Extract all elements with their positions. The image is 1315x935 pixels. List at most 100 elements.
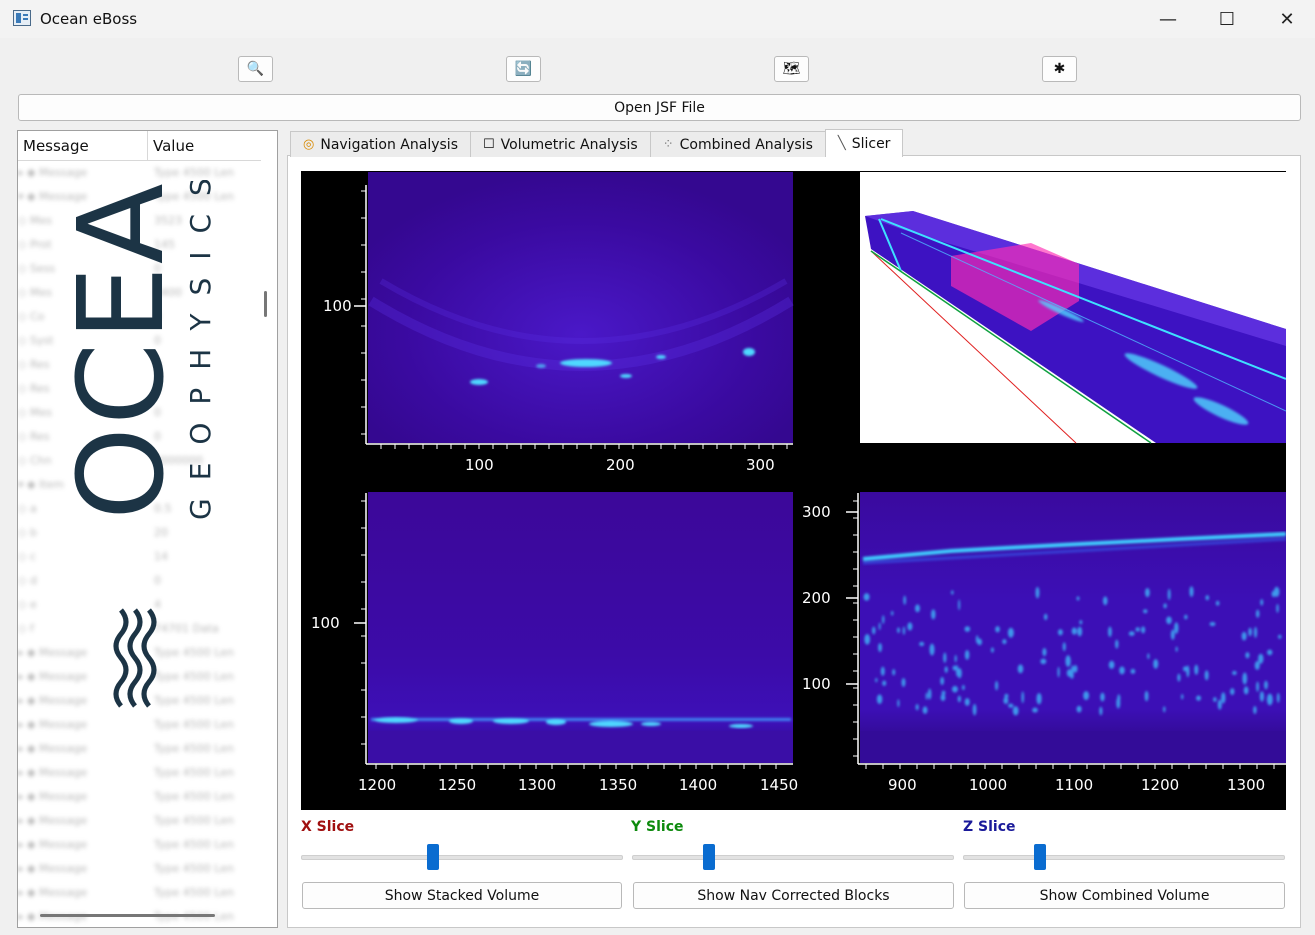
y-slice-label: Y Slice — [631, 819, 684, 835]
z-slice-image — [860, 492, 1286, 763]
logo-sub: GEOPHYSICS — [184, 180, 217, 520]
x-tick-label: 1000 — [969, 776, 1007, 794]
tree-row[interactable]: ▸ ◆ Message Type 4500 Len — [18, 161, 261, 185]
y-slice-slider[interactable] — [632, 855, 954, 860]
tree-row[interactable]: ◇ Chn 0000000 — [18, 449, 261, 473]
horizontal-scrollbar[interactable] — [40, 914, 215, 917]
tree-row-value: Type 4500 Len — [154, 646, 234, 659]
tree-row[interactable]: ◇ Sess 0 — [18, 257, 261, 281]
z-slice-plot[interactable]: 300 200 100 900 1000 1100 1200 1300 — [802, 492, 1286, 794]
x-tick-label: 1400 — [679, 776, 717, 794]
x-tick-label: 1350 — [599, 776, 637, 794]
tree-row-message: ◇ d — [18, 574, 37, 587]
tree-row[interactable]: ◇ d 0 — [18, 569, 261, 593]
tree-row-message: ▾ ◆ Item — [18, 478, 65, 491]
z-slice-slider[interactable] — [963, 855, 1285, 860]
asterisk-button[interactable]: ✱ — [1042, 56, 1077, 82]
show-nav-corrected-blocks-button[interactable]: Show Nav Corrected Blocks — [633, 882, 954, 909]
tree-row-value: 0 — [154, 334, 161, 347]
tree-row-message: ◇ Prot — [18, 238, 52, 251]
tab-slicer[interactable]: ╲ Slicer — [824, 129, 904, 157]
tree-row[interactable]: ◇ Res 0 — [18, 377, 261, 401]
tree-row[interactable]: ▸ ◆ Message Type 4500 Len — [18, 785, 261, 809]
tree-row[interactable]: ◇ f 74701 Data — [18, 617, 261, 641]
ocean-geophysics-logo: OCEAN GEOPHYSICS — [52, 180, 217, 708]
message-tree[interactable]: Message Value ▸ ◆ Message Type 4500 Len ▾ … — [17, 130, 278, 928]
tree-row[interactable]: ◇ Syst 0 — [18, 329, 261, 353]
3d-volume-view[interactable] — [860, 172, 1286, 444]
tab-volumetric-analysis[interactable]: ☐ Volumetric Analysis — [470, 131, 651, 157]
tree-row[interactable]: ▸ ◆ Message Type 4500 Len — [18, 857, 261, 881]
tree-row-message: ▸ ◆ Message — [18, 646, 88, 659]
slicer-view: 100 100 200 300 — [301, 171, 1286, 810]
logo-word: OCEAN — [52, 180, 190, 520]
column-header-value[interactable]: Value — [153, 137, 195, 155]
x-tick-label: 1200 — [1141, 776, 1179, 794]
tree-row[interactable]: ▸ ◆ Message Type 4500 Len — [18, 761, 261, 785]
tree-row[interactable]: ◇ Prot 145 — [18, 233, 261, 257]
y-slice-plot[interactable]: 100 1200 1250 1300 1350 1400 1450 — [311, 492, 798, 794]
tree-row[interactable]: ▸ ◆ Message Type 4500 Len — [18, 737, 261, 761]
tree-row-message: ◇ Syst — [18, 334, 54, 347]
minimize-button[interactable]: — — [1159, 8, 1177, 30]
tree-row[interactable]: ▾ ◆ Message Type 4500 Len — [18, 185, 261, 209]
y-tick-label: 100 — [802, 675, 831, 693]
tree-row[interactable]: ▸ ◆ Message Type 4500 Len — [18, 881, 261, 905]
tree-row-value: Type 4500 Len — [154, 694, 234, 707]
show-stacked-volume-button[interactable]: Show Stacked Volume — [302, 882, 622, 909]
tree-row[interactable]: ◇ a 0.5 — [18, 497, 261, 521]
tree-row-message: ◇ Res — [18, 382, 50, 395]
close-button[interactable]: ✕ — [1279, 8, 1295, 30]
show-combined-volume-button[interactable]: Show Combined Volume — [964, 882, 1285, 909]
vertical-scrollbar[interactable] — [264, 291, 267, 317]
z-slice-handle[interactable] — [1034, 844, 1047, 870]
map-button[interactable]: 🗺 — [774, 56, 809, 82]
tree-row[interactable]: ◇ c 14 — [18, 545, 261, 569]
z-slice-label: Z Slice — [963, 819, 1016, 835]
tree-row-value: Type 4500 Len — [154, 838, 234, 851]
tree-row[interactable]: ◇ Res 0 — [18, 353, 261, 377]
column-header-message[interactable]: Message — [18, 131, 148, 161]
tab-navigation-analysis[interactable]: ◎ Navigation Analysis — [290, 131, 471, 157]
x-tick-label: 100 — [465, 456, 494, 474]
tree-row[interactable]: ◇ e 4 — [18, 593, 261, 617]
tree-row-value: 74701 Data — [154, 622, 219, 635]
tree-row-message: ◇ Mes — [18, 214, 52, 227]
tree-row-value: 0000000 — [154, 454, 203, 467]
tree-row[interactable]: ▸ ◆ Message Type 4500 Len — [18, 809, 261, 833]
magnifier-button[interactable]: 🔍 — [238, 56, 273, 82]
tree-row[interactable]: ◇ Mes 4400 — [18, 281, 261, 305]
maximize-button[interactable]: ☐ — [1218, 8, 1236, 30]
refresh-button[interactable]: 🔄 — [506, 56, 541, 82]
window-title: Ocean eBoss — [40, 10, 138, 28]
tree-row-message: ◇ Res — [18, 430, 50, 443]
y-tick-label: 200 — [802, 589, 831, 607]
tab-combined-analysis[interactable]: ⁘ Combined Analysis — [649, 131, 826, 157]
x-slice-plot[interactable]: 100 100 200 300 — [323, 172, 794, 474]
tree-row-value: Type 4500 Len — [154, 718, 234, 731]
tree-row[interactable]: ▸ ◆ Message Type 4500 Len — [18, 665, 261, 689]
x-slice-handle[interactable] — [427, 844, 440, 870]
tree-row[interactable]: ▾ ◆ Item — [18, 473, 261, 497]
tree-row-value: 0 — [154, 382, 161, 395]
tree-row[interactable]: ▸ ◆ Message Type 4500 Len — [18, 713, 261, 737]
tree-row-value: 0 — [154, 310, 161, 323]
tree-row[interactable]: ◇ Res 0 — [18, 425, 261, 449]
tree-row-message: ▸ ◆ Message — [18, 742, 88, 755]
tree-row[interactable]: ▸ ◆ Message Type 4500 Len — [18, 641, 261, 665]
asterisk-icon: ✱ — [1053, 61, 1066, 77]
y-slice-handle[interactable] — [703, 844, 716, 870]
x-slice-slider[interactable] — [301, 855, 623, 860]
open-jsf-file-button[interactable]: Open JSF File — [18, 94, 1301, 121]
tree-row-message: ▸ ◆ Message — [18, 814, 88, 827]
tree-row-message: ◇ Sess — [18, 262, 56, 275]
tree-row[interactable]: ▸ ◆ Message Type 4500 Len — [18, 689, 261, 713]
tab-label: Combined Analysis — [679, 136, 813, 153]
y-slice-image — [368, 492, 793, 763]
tree-row[interactable]: ▸ ◆ Message Type 4500 Len — [18, 833, 261, 857]
tree-row[interactable]: ◇ Co 0 — [18, 305, 261, 329]
tree-row[interactable]: ◇ b 20 — [18, 521, 261, 545]
tree-row[interactable]: ◇ Mes 3523 — [18, 209, 261, 233]
tree-row-value: Type 4500 Len — [154, 766, 234, 779]
tree-row[interactable]: ◇ Mes 0 — [18, 401, 261, 425]
